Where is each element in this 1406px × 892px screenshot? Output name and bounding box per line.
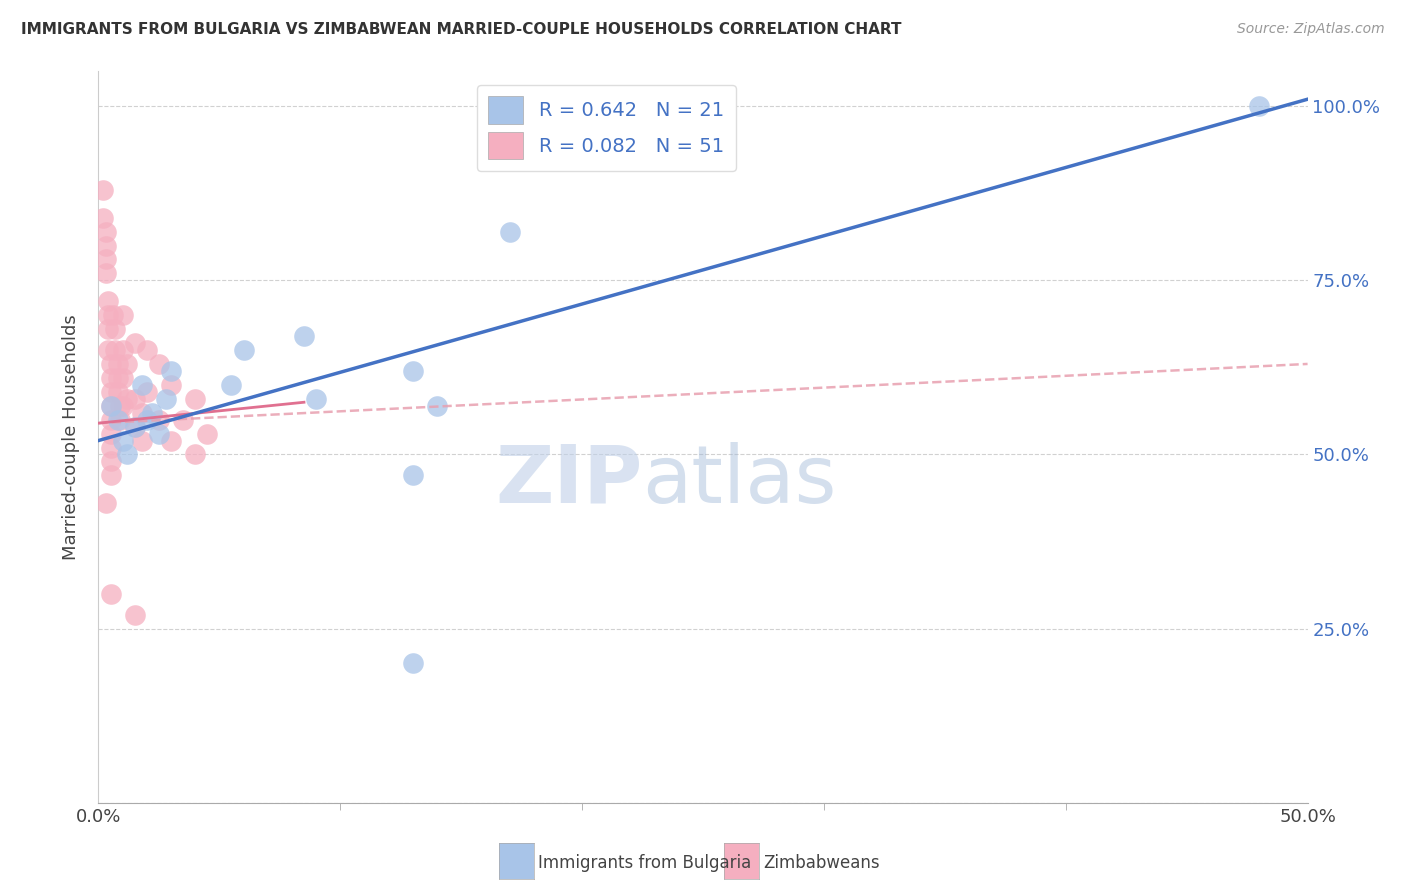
Point [107, 412, 129, 426]
Point [104, 322, 127, 336]
Point [91, 211, 114, 225]
Point [104, 343, 127, 357]
Point [108, 399, 131, 413]
Point [100, 357, 122, 371]
Point [94, 252, 117, 267]
Text: Immigrants from Bulgaria: Immigrants from Bulgaria [538, 854, 752, 871]
Point [135, 343, 157, 357]
Point [124, 336, 146, 351]
Point [94, 225, 117, 239]
Point [94, 496, 117, 510]
Point [94, 266, 117, 280]
Point [100, 399, 122, 413]
Point [131, 434, 153, 448]
Point [117, 357, 139, 371]
Point [100, 587, 122, 601]
Point [97, 294, 120, 309]
Point [232, 343, 254, 357]
Point [124, 392, 146, 406]
Point [155, 392, 177, 406]
Point [148, 357, 170, 371]
Point [135, 384, 157, 399]
Point [498, 225, 520, 239]
Point [124, 419, 146, 434]
Point [195, 426, 218, 441]
Legend: R = 0.642   N = 21, R = 0.082   N = 51: R = 0.642 N = 21, R = 0.082 N = 51 [477, 85, 735, 171]
Point [97, 322, 120, 336]
Point [91, 183, 114, 197]
Point [172, 412, 194, 426]
Point [108, 412, 131, 426]
Point [107, 371, 129, 385]
Point [160, 377, 183, 392]
Point [117, 392, 139, 406]
Point [111, 371, 134, 385]
Point [100, 468, 122, 483]
Text: Source: ZipAtlas.com: Source: ZipAtlas.com [1237, 22, 1385, 37]
Point [141, 406, 163, 420]
Point [426, 399, 449, 413]
Point [124, 607, 146, 622]
Text: atlas: atlas [643, 442, 837, 520]
Point [107, 357, 129, 371]
Point [100, 399, 122, 413]
Point [292, 329, 315, 343]
Point [107, 384, 129, 399]
Point [221, 377, 243, 392]
Point [160, 364, 183, 378]
Point [402, 468, 425, 483]
Point [100, 454, 122, 468]
Point [135, 412, 157, 426]
Point [131, 377, 153, 392]
Point [148, 412, 170, 426]
Point [97, 343, 120, 357]
Point [100, 426, 122, 441]
Point [97, 308, 120, 322]
Point [100, 384, 122, 399]
Point [94, 238, 117, 252]
Point [305, 392, 328, 406]
Point [100, 371, 122, 385]
Point [111, 434, 134, 448]
Point [117, 448, 139, 462]
Point [100, 412, 122, 426]
Point [184, 448, 207, 462]
Text: Zimbabweans: Zimbabweans [763, 854, 880, 871]
Point [402, 364, 425, 378]
Point [111, 343, 134, 357]
Point [131, 406, 153, 420]
Point [124, 419, 146, 434]
Point [100, 441, 122, 455]
Y-axis label: Married-couple Households: Married-couple Households [62, 314, 80, 560]
Point [160, 434, 183, 448]
Point [111, 399, 134, 413]
Point [111, 308, 134, 322]
Text: ZIP: ZIP [495, 442, 643, 520]
Point [184, 392, 207, 406]
Text: IMMIGRANTS FROM BULGARIA VS ZIMBABWEAN MARRIED-COUPLE HOUSEHOLDS CORRELATION CHA: IMMIGRANTS FROM BULGARIA VS ZIMBABWEAN M… [21, 22, 901, 37]
Point [101, 308, 124, 322]
Point [402, 657, 425, 671]
Point [1249, 99, 1271, 113]
Point [148, 426, 170, 441]
